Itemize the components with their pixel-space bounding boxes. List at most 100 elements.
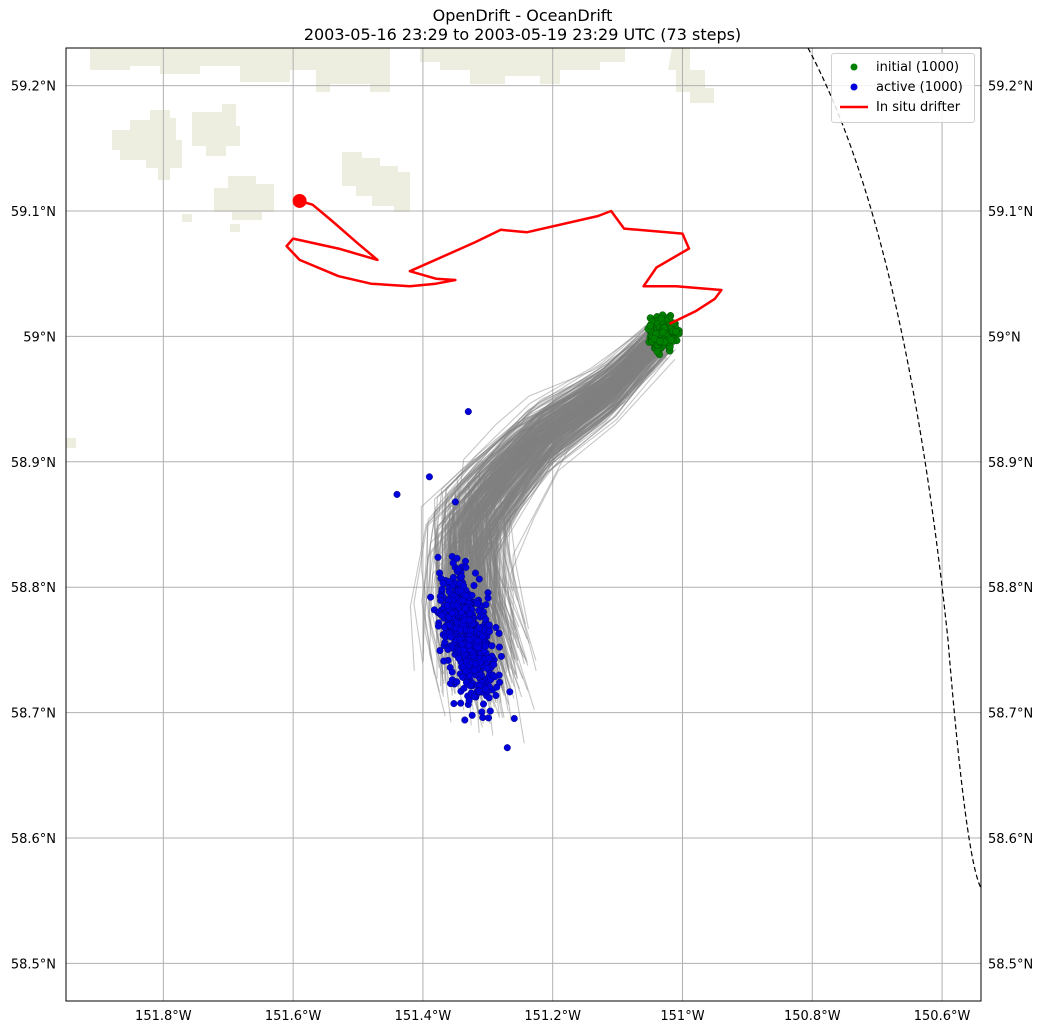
active-particle bbox=[444, 645, 452, 653]
trajectory-line bbox=[435, 339, 651, 692]
trajectory-line bbox=[487, 330, 674, 661]
in-situ-drifter-line bbox=[285, 199, 723, 326]
trajectory-line bbox=[436, 320, 653, 612]
trajectory-line bbox=[422, 339, 656, 655]
trajectory-line bbox=[504, 339, 669, 666]
trajectory-line bbox=[464, 332, 669, 642]
active-particle bbox=[434, 622, 442, 630]
active-particle bbox=[468, 591, 476, 599]
trajectory-line bbox=[481, 330, 673, 656]
trajectory-line bbox=[468, 329, 664, 607]
active-particle bbox=[482, 615, 490, 623]
trajectory-line bbox=[467, 320, 660, 611]
trajectory-line bbox=[493, 342, 669, 668]
legend-item-initial: initial (1000) bbox=[832, 58, 974, 78]
active-particle bbox=[441, 623, 449, 631]
trajectory-line bbox=[490, 327, 675, 640]
lat-tick-label-right: 59.2°N bbox=[988, 80, 1033, 95]
trajectory-line bbox=[496, 339, 666, 680]
trajectory-line bbox=[506, 334, 670, 640]
active-particle bbox=[497, 652, 505, 660]
trajectory-line bbox=[495, 341, 667, 675]
trajectory-line bbox=[502, 341, 673, 660]
active-particle bbox=[456, 626, 464, 634]
trajectory-line bbox=[467, 326, 661, 643]
trajectory-line bbox=[422, 336, 658, 661]
active-particle bbox=[460, 582, 468, 590]
trajectory-line bbox=[492, 343, 668, 671]
initial-particle bbox=[659, 328, 667, 337]
active-particle bbox=[450, 700, 458, 708]
active-particle bbox=[459, 673, 467, 681]
trajectory-line bbox=[488, 318, 675, 601]
active-particle bbox=[427, 593, 435, 601]
active-particle bbox=[482, 642, 490, 650]
active-particle bbox=[453, 554, 461, 562]
land-patch bbox=[182, 214, 192, 222]
active-particle bbox=[474, 637, 482, 645]
active-particle bbox=[492, 692, 500, 700]
active-particle bbox=[470, 693, 478, 701]
trajectory-line bbox=[467, 321, 670, 603]
trajectory-line bbox=[474, 319, 668, 611]
lon-tick-label: 150.6°W bbox=[914, 1009, 971, 1024]
trajectory-line bbox=[478, 333, 662, 643]
trajectory-line bbox=[423, 341, 649, 675]
land-patch bbox=[342, 152, 410, 212]
active-particle bbox=[475, 687, 483, 695]
legend-marker-initial bbox=[850, 63, 858, 71]
trajectory-line bbox=[463, 324, 668, 623]
lat-tick-label-left: 58.8°N bbox=[11, 581, 56, 596]
active-particle bbox=[484, 589, 492, 597]
initial-particle bbox=[656, 337, 664, 345]
active-particle bbox=[441, 639, 449, 647]
trajectory-line bbox=[478, 316, 672, 588]
trajectory-line bbox=[482, 337, 664, 652]
trajectory-line bbox=[477, 341, 668, 662]
trajectory-line bbox=[471, 332, 671, 660]
lon-tick-label: 151.8°W bbox=[135, 1009, 192, 1024]
active-particle bbox=[462, 604, 470, 612]
trajectory-line bbox=[433, 324, 657, 634]
trajectory-line bbox=[484, 328, 664, 635]
trajectory-line bbox=[493, 342, 669, 670]
trajectory-line bbox=[493, 343, 666, 687]
land-patch bbox=[230, 224, 240, 232]
trajectory-line bbox=[504, 336, 675, 639]
lon-tick-label: 151°W bbox=[660, 1009, 704, 1024]
active-particle bbox=[444, 602, 452, 610]
lat-tick-label-left: 58.9°N bbox=[11, 456, 56, 471]
trajectory-line bbox=[444, 331, 663, 640]
trajectory-line bbox=[468, 324, 659, 610]
trajectory-line bbox=[481, 340, 670, 662]
active-particle bbox=[436, 647, 444, 655]
active-particle bbox=[466, 617, 474, 625]
trajectory-line bbox=[478, 335, 673, 654]
trajectory-line bbox=[472, 328, 665, 600]
legend-item-drifter: In situ drifter bbox=[832, 98, 974, 118]
trajectory-line bbox=[486, 338, 673, 656]
active-particle bbox=[457, 608, 465, 616]
legend-label-drifter: In situ drifter bbox=[876, 100, 961, 115]
trajectory-line bbox=[440, 344, 653, 694]
active-particle bbox=[470, 582, 478, 590]
trajectory-line bbox=[444, 319, 654, 601]
active-particle bbox=[488, 642, 496, 650]
active-particle bbox=[510, 715, 518, 723]
trajectory-line bbox=[409, 342, 647, 671]
trajectory-line bbox=[466, 331, 669, 655]
active-particle bbox=[471, 666, 479, 674]
trajectory-line bbox=[456, 313, 662, 585]
trajectory-line bbox=[474, 331, 672, 655]
active-particle bbox=[434, 553, 442, 561]
active-particle bbox=[439, 579, 447, 587]
land-patch bbox=[192, 104, 240, 156]
trajectory-line bbox=[486, 337, 674, 660]
active-particle bbox=[474, 600, 482, 608]
legend-label-initial: initial (1000) bbox=[876, 60, 960, 75]
trajectory-line bbox=[497, 334, 678, 665]
initial-particle bbox=[672, 328, 680, 336]
trajectory-line bbox=[471, 319, 667, 612]
trajectory-line bbox=[426, 327, 653, 650]
